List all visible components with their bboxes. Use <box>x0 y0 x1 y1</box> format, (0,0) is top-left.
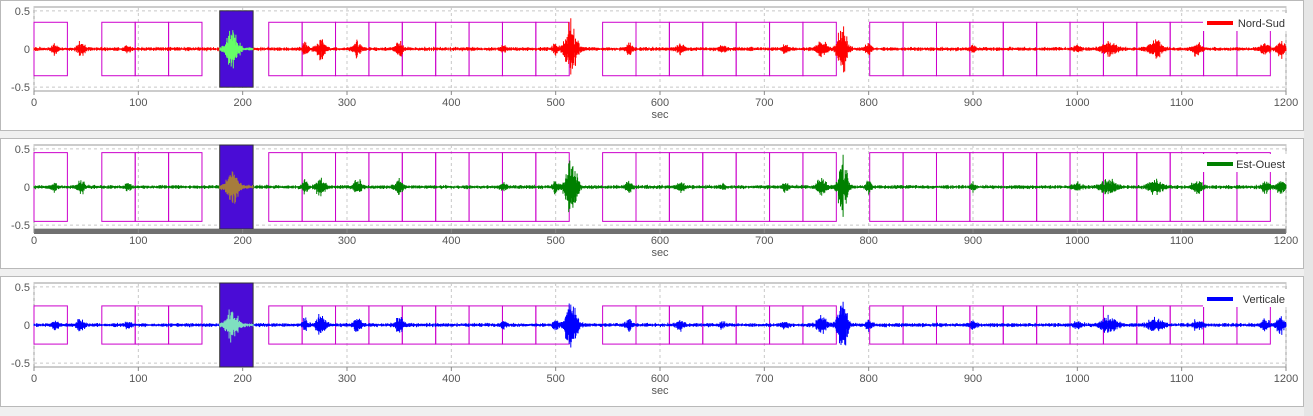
x-tick-label: 600 <box>651 373 669 385</box>
x-tick-label: 1100 <box>1170 235 1194 247</box>
x-tick-label: 0 <box>31 97 37 109</box>
y-tick-label: 0 <box>24 320 30 332</box>
x-tick-label: 200 <box>233 373 251 385</box>
x-tick-label: 1100 <box>1170 97 1194 109</box>
x-tick-label: 300 <box>338 235 356 247</box>
x-tick-label: 600 <box>651 235 669 247</box>
y-tick-label: 0 <box>24 182 30 194</box>
y-tick-label: -0.5 <box>11 82 30 94</box>
x-tick-label: 900 <box>964 235 982 247</box>
y-tick-label: 0.5 <box>15 282 30 294</box>
y-tick-label: -0.5 <box>11 220 30 232</box>
legend <box>1203 289 1287 307</box>
waveform-selected-segment <box>219 309 254 343</box>
x-tick-label: 1000 <box>1065 97 1089 109</box>
x-tick-label: 400 <box>442 373 460 385</box>
x-tick-label: 400 <box>442 235 460 247</box>
x-tick-label: 0 <box>31 235 37 247</box>
waveform-series <box>33 18 1287 75</box>
x-tick-label: 0 <box>31 373 37 385</box>
x-tick-label: 500 <box>546 373 564 385</box>
x-tick-label: 500 <box>546 97 564 109</box>
chart-panel-verticale: 0.5 0 -0.5 0 100 200 300 400 500 600 700 800 900 1000… <box>0 276 1304 407</box>
legend <box>1203 13 1287 31</box>
x-tick-label: 900 <box>964 97 982 109</box>
y-tick-label: 0.5 <box>15 144 30 156</box>
x-tick-label: 900 <box>964 373 982 385</box>
legend-label: Nord-Sud <box>1238 18 1285 30</box>
legend-label: Est-Ouest <box>1236 159 1285 171</box>
x-tick-label: 800 <box>859 235 877 247</box>
x-tick-label: 200 <box>233 235 251 247</box>
y-tick-label: 0.5 <box>15 6 30 18</box>
est-ouest-chart: 0.50-0.50 100 200 300 400 500 600 700 800 900 1000… <box>11 144 1298 259</box>
x-tick-label: 800 <box>859 97 877 109</box>
legend <box>1203 154 1287 172</box>
verticale-chart: 0.50-0.50 100 200 300 400 500 600 700 800 900 1000… <box>11 282 1298 397</box>
x-tick-label: 100 <box>129 373 147 385</box>
x-tick-label: 100 <box>129 97 147 109</box>
x-axis-label: sec <box>651 385 669 397</box>
x-tick-label: 1100 <box>1170 373 1194 385</box>
y-tick-label: -0.5 <box>11 358 30 370</box>
chart-panel-est-ouest: 0.5 0 -0.5 0 100 200 300 400 500 600 700 800 900 1000… <box>0 138 1304 269</box>
waveform-selected-segment <box>219 171 254 204</box>
x-tick-label: 600 <box>651 97 669 109</box>
x-tick-label: 700 <box>755 373 773 385</box>
waveform-series <box>33 154 1287 217</box>
x-tick-label: 1200 <box>1274 97 1298 109</box>
x-axis-label: sec <box>651 109 669 121</box>
chart-panel-nord-sud: 0.5 0 -0.5 0 100 200 300 400 500 600 700 800 900 1000… <box>0 0 1304 131</box>
x-tick-label: 1000 <box>1065 235 1089 247</box>
x-tick-label: 700 <box>755 97 773 109</box>
x-tick-label: 200 <box>233 97 251 109</box>
x-tick-label: 400 <box>442 97 460 109</box>
waveform-series <box>33 301 1287 348</box>
legend-label: Verticale <box>1243 294 1285 306</box>
window-scrollbar[interactable] <box>1304 0 1313 416</box>
x-tick-label: 1200 <box>1274 373 1298 385</box>
x-tick-label: 500 <box>546 235 564 247</box>
x-axis-label: sec <box>651 247 669 259</box>
y-tick-label: 0 <box>24 44 30 56</box>
nord-sud-chart: 0.50-0.50 100 200 300 400 500 600 700 800 900 1000… <box>11 6 1298 121</box>
x-tick-label: 700 <box>755 235 773 247</box>
x-tick-label: 300 <box>338 373 356 385</box>
x-tick-label: 100 <box>129 235 147 247</box>
x-tick-label: 800 <box>859 373 877 385</box>
x-tick-label: 1000 <box>1065 373 1089 385</box>
x-tick-label: 300 <box>338 97 356 109</box>
waveform-selected-segment <box>219 30 254 69</box>
x-tick-label: 1200 <box>1274 235 1298 247</box>
